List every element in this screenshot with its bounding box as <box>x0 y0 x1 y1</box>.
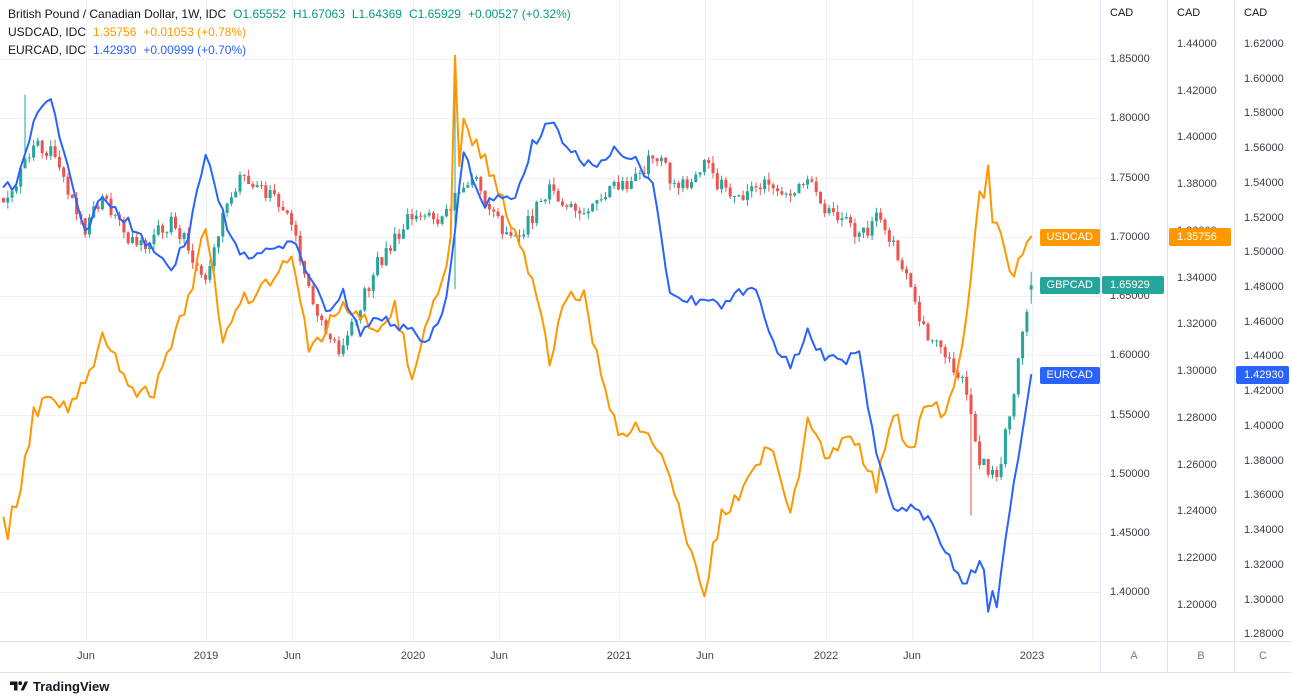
series-name-tag-eurcad: EURCAD <box>1039 367 1100 384</box>
legend-high-value: H1.67063 <box>292 7 345 21</box>
time-tick-label: Jun <box>77 650 95 662</box>
price-tick-label: 1.40000 <box>1244 420 1284 432</box>
price-axis-value-tag-usdcad: 1.35756 <box>1169 228 1231 246</box>
price-axis-value-tag-gbpcad: 1.65929 <box>1102 276 1164 294</box>
price-tick-label: 1.75000 <box>1110 172 1150 184</box>
price-tick-label: 1.28000 <box>1244 628 1284 640</box>
scale-letter-c: C <box>1259 650 1267 662</box>
eurcad-line-series <box>2 98 1033 613</box>
grid-layer <box>0 0 1100 641</box>
scale-letter-a: A <box>1130 650 1138 662</box>
legend-open-value: O1.65552 <box>233 7 286 21</box>
footer-bar: TradingView <box>0 672 1292 699</box>
gbpcad-candlestick-series <box>2 65 1033 516</box>
price-tick-label: 1.60000 <box>1110 349 1150 361</box>
price-tick-label: 1.38000 <box>1244 455 1284 467</box>
legend-change-value: +0.00999 (+0.70%) <box>143 43 247 57</box>
legend-row-usdcad[interactable]: USDCAD, IDC 1.35756 +0.01053 (+0.78%) <box>8 24 571 40</box>
price-scale-a[interactable]: CAD 1.85000 1.80000 1.75000 1.70000 1.65000 1… <box>1101 0 1166 641</box>
time-tick-label: Jun <box>903 650 921 662</box>
price-tick-label: 1.60000 <box>1244 73 1284 85</box>
scale-separator <box>1100 0 1101 672</box>
price-tick-label: 1.30000 <box>1244 594 1284 606</box>
legend-symbol-title: EURCAD, IDC <box>8 43 87 57</box>
price-tick-label: 1.24000 <box>1177 505 1217 517</box>
price-tick-label: 1.40000 <box>1110 586 1150 598</box>
scale-separator <box>1167 0 1168 672</box>
legend-change-value: +0.01053 (+0.78%) <box>143 25 247 39</box>
scale-separator <box>1234 0 1235 672</box>
price-scale-c[interactable]: CAD 1.62000 1.60000 1.58000 1.56000 1.54000 1… <box>1235 0 1291 641</box>
series-name-tag-usdcad: USDCAD <box>1039 229 1100 246</box>
price-chart-svg[interactable] <box>0 0 1100 641</box>
price-tick-label: 1.20000 <box>1177 599 1217 611</box>
price-axis-value-tag-eurcad: 1.42930 <box>1236 366 1289 384</box>
time-tick-label: 2021 <box>606 650 632 662</box>
price-tick-label: 1.36000 <box>1244 489 1284 501</box>
price-tick-label: 1.56000 <box>1244 142 1284 154</box>
price-tick-label: 1.32000 <box>1244 559 1284 571</box>
legend-change-value: +0.00527 (+0.32%) <box>467 7 571 21</box>
price-tick-label: 1.48000 <box>1244 281 1284 293</box>
price-scale-currency-label: CAD <box>1244 7 1268 19</box>
chart-legend: British Pound / Canadian Dollar, 1W, IDC… <box>8 6 571 60</box>
legend-row-eurcad[interactable]: EURCAD, IDC 1.42930 +0.00999 (+0.70%) <box>8 42 571 58</box>
chart-plot-area[interactable] <box>0 0 1100 641</box>
price-tick-label: 1.55000 <box>1110 409 1150 421</box>
price-tick-label: 1.85000 <box>1110 53 1150 65</box>
price-tick-label: 1.62000 <box>1244 38 1284 50</box>
legend-symbol-title: British Pound / Canadian Dollar, 1W, IDC <box>8 7 227 21</box>
price-scale-currency-label: CAD <box>1110 7 1134 19</box>
price-tick-label: 1.42000 <box>1244 385 1284 397</box>
legend-last-value: 1.35756 <box>93 25 137 39</box>
price-tick-label: 1.50000 <box>1110 468 1150 480</box>
series-name-tag-gbpcad: GBPCAD <box>1039 277 1100 294</box>
legend-symbol-title: USDCAD, IDC <box>8 25 87 39</box>
price-tick-label: 1.28000 <box>1177 412 1217 424</box>
price-tick-label: 1.54000 <box>1244 177 1284 189</box>
time-tick-label: 2022 <box>813 650 839 662</box>
time-tick-label: 2020 <box>400 650 426 662</box>
price-tick-label: 1.38000 <box>1177 178 1217 190</box>
tradingview-logo-text[interactable]: TradingView <box>33 678 110 694</box>
legend-low-value: L1.64369 <box>351 7 402 21</box>
price-tick-label: 1.26000 <box>1177 459 1217 471</box>
price-tick-label: 1.46000 <box>1244 316 1284 328</box>
price-tick-label: 1.40000 <box>1177 131 1217 143</box>
price-scale-currency-label: CAD <box>1177 7 1201 19</box>
tradingview-logo-icon[interactable] <box>10 679 28 693</box>
price-tick-label: 1.58000 <box>1244 107 1284 119</box>
price-tick-label: 1.44000 <box>1244 350 1284 362</box>
legend-row-gbpcad[interactable]: British Pound / Canadian Dollar, 1W, IDC… <box>8 6 571 22</box>
legend-close-value: C1.65929 <box>408 7 461 21</box>
usdcad-line-series <box>2 54 1033 598</box>
price-tick-label: 1.45000 <box>1110 527 1150 539</box>
time-tick-label: Jun <box>283 650 301 662</box>
time-tick-label: 2019 <box>193 650 219 662</box>
price-scale-b[interactable]: CAD 1.440001.420001.400001.380001.360001… <box>1168 0 1233 641</box>
time-axis[interactable]: A B C Jun 2019 Jun 2020 Jun 2021 Jun 2022 Jun 202… <box>0 641 1292 673</box>
time-tick-label: Jun <box>696 650 714 662</box>
price-tick-label: 1.32000 <box>1177 318 1217 330</box>
time-tick-label: Jun <box>490 650 508 662</box>
price-tick-label: 1.34000 <box>1177 272 1217 284</box>
legend-last-value: 1.42930 <box>93 43 137 57</box>
price-tick-label: 1.30000 <box>1177 365 1217 377</box>
price-tick-label: 1.50000 <box>1244 246 1284 258</box>
time-tick-label: 2023 <box>1019 650 1045 662</box>
scale-letter-b: B <box>1197 650 1205 662</box>
price-tick-label: 1.22000 <box>1177 552 1217 564</box>
price-tick-label: 1.70000 <box>1110 231 1150 243</box>
price-tick-label: 1.42000 <box>1177 85 1217 97</box>
price-tick-label: 1.34000 <box>1244 524 1284 536</box>
price-tick-label: 1.44000 <box>1177 38 1217 50</box>
price-tick-label: 1.52000 <box>1244 212 1284 224</box>
price-tick-label: 1.80000 <box>1110 112 1150 124</box>
